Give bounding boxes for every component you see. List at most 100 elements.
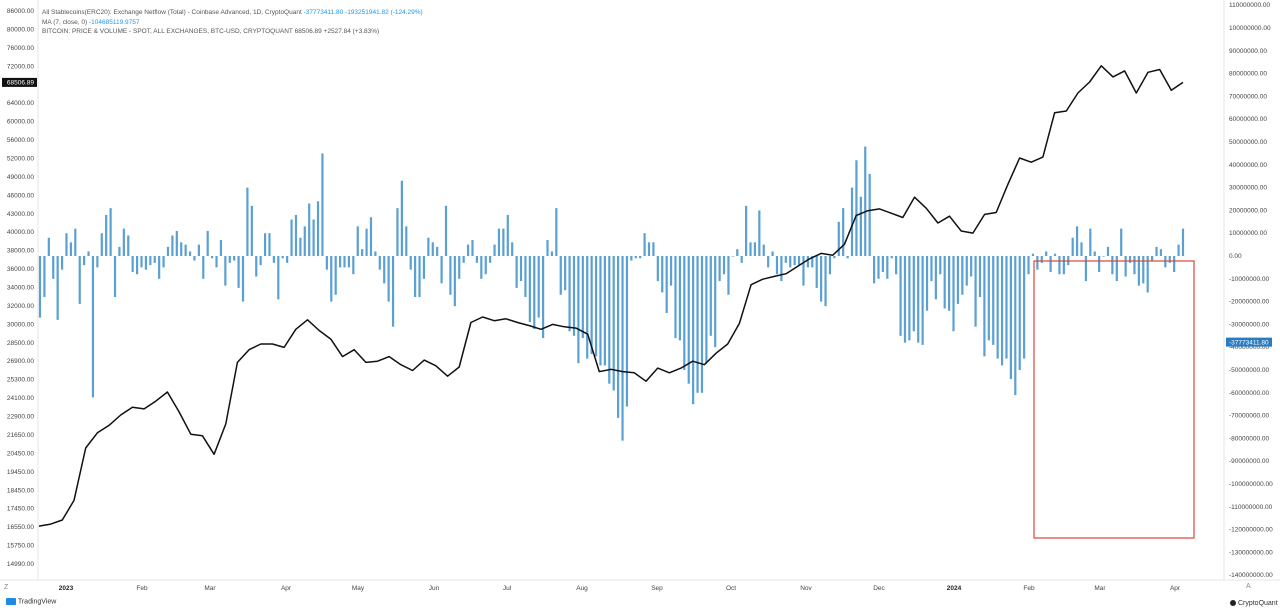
left-axis-tick-label: 24100.00 [7, 395, 34, 402]
netflow-bar [925, 256, 929, 311]
right-axis-tick-label: -80000000.00 [1229, 435, 1270, 442]
netflow-bar [912, 256, 915, 332]
netflow-bar [1031, 253, 1035, 256]
netflow-bar [113, 256, 117, 298]
time-axis-label: Mar [204, 585, 216, 592]
right-axis-tick-label: -140000000.00 [1229, 572, 1273, 579]
netflow-bar [793, 256, 796, 266]
netflow-bar [519, 256, 523, 282]
netflow-bar [241, 256, 245, 302]
legend-ma-row[interactable]: MA (7, close, 0) -104685119.9757 [42, 18, 423, 28]
left-axis-tick-label: 14990.00 [7, 561, 34, 568]
netflow-bar [1151, 256, 1154, 261]
netflow-bar [299, 237, 302, 256]
legend-price-value: 68506.89 [294, 28, 322, 35]
netflow-bar [895, 256, 898, 275]
netflow-bar [674, 256, 677, 339]
netflow-bar [718, 256, 721, 282]
netflow-bar [436, 246, 439, 256]
netflow-bar [1045, 251, 1048, 256]
right-netflow-axis[interactable]: 110000000.00 100000000.00 90000000.00 80000… [1226, 2, 1273, 579]
left-axis-tick-label: 21650.00 [7, 432, 34, 439]
legend-netflow-row[interactable]: All Stablecoins(ERC20): Exchange Netflow… [42, 8, 423, 18]
legend-price-name: BITCOIN: PRICE & VOLUME - SPOT, ALL EXCH… [42, 28, 293, 35]
legend-price-change: +2527.84 (+3.83%) [323, 28, 380, 35]
netflow-bar [846, 256, 849, 259]
netflow-bar [625, 256, 629, 407]
netflow-bar [731, 256, 734, 257]
netflow-bar [555, 208, 558, 256]
netflow-bar [1071, 237, 1074, 256]
netflow-bar [100, 233, 103, 256]
left-axis-tick-label: 80000.00 [7, 26, 34, 33]
netflow-bar [603, 256, 606, 366]
netflow-bar [1053, 253, 1057, 256]
netflow-bar [934, 256, 937, 300]
netflow-bar [590, 256, 593, 355]
time-axis-label: Oct [726, 585, 736, 592]
left-axis-tick-label: 19450.00 [7, 469, 34, 476]
netflow-bar [197, 244, 200, 256]
time-axis[interactable]: 2023 Feb Mar Apr May Jun Jul Aug Sep Oct Nov Dec 202… [59, 585, 1181, 592]
netflow-bar [74, 228, 77, 256]
time-axis-label: Feb [1023, 585, 1035, 592]
netflow-bar [643, 233, 646, 256]
netflow-bar [290, 219, 293, 256]
netflow-bar [131, 256, 134, 272]
netflow-bar [65, 233, 68, 256]
netflow-bar [533, 256, 536, 329]
netflow-bar [458, 256, 461, 279]
time-axis-label: Aug [576, 585, 588, 592]
netflow-bar [449, 256, 452, 295]
netflow-bar [1106, 246, 1110, 256]
netflow-bar [621, 256, 624, 441]
right-axis-tick-label: 20000000.00 [1229, 207, 1267, 214]
auto-scale-button[interactable]: A [1246, 583, 1251, 590]
netflow-bar [1146, 256, 1149, 293]
netflow-bar [1080, 242, 1083, 256]
netflow-bar [714, 256, 717, 348]
left-axis-tick-label: 36000.00 [7, 266, 34, 273]
time-axis-label: Jul [503, 585, 512, 592]
netflow-bar [899, 256, 902, 336]
netflow-bar [374, 251, 377, 256]
netflow-bar [480, 256, 483, 279]
time-axis-label: Apr [1170, 585, 1181, 592]
netflow-bar [1098, 256, 1101, 272]
right-axis-tick-label: 40000000.00 [1229, 162, 1267, 169]
netflow-bar [881, 256, 885, 272]
netflow-bar [466, 244, 470, 256]
current-price-label: 68506.89 [7, 80, 34, 87]
netflow-bar [188, 251, 192, 256]
netflow-bar [431, 242, 434, 256]
netflow-bar [877, 256, 880, 279]
netflow-bar [1075, 226, 1079, 256]
left-axis-tick-label: 20450.00 [7, 450, 34, 457]
legend-price-row[interactable]: BITCOIN: PRICE & VOLUME - SPOT, ALL EXCH… [42, 27, 423, 37]
zoom-icon[interactable]: Z [4, 584, 9, 591]
netflow-bar [228, 256, 231, 263]
netflow-bar [1049, 256, 1052, 272]
netflow-bar [599, 256, 602, 366]
netflow-bar [330, 256, 333, 302]
netflow-bar [559, 256, 562, 295]
left-price-axis[interactable]: 86000.0080000.0076000.0072000.0068000.00… [2, 8, 37, 568]
netflow-bar [286, 256, 289, 263]
netflow-bar [184, 244, 187, 256]
netflow-bar [789, 256, 792, 268]
netflow-bar [859, 196, 862, 256]
netflow-bar [144, 256, 148, 270]
netflow-bar [683, 256, 686, 370]
netflow-bar [630, 256, 633, 261]
left-axis-tick-label: 17450.00 [7, 506, 34, 513]
highlight-rectangle [1033, 260, 1195, 539]
netflow-bar [908, 256, 911, 341]
netflow-bar [1181, 228, 1185, 256]
netflow-bar [127, 235, 130, 256]
netflow-bar [992, 256, 995, 345]
netflow-bar [316, 201, 320, 256]
netflow-bar [594, 256, 598, 357]
netflow-bar [78, 256, 81, 304]
time-axis-label: Dec [873, 585, 885, 592]
netflow-bar [568, 256, 571, 332]
